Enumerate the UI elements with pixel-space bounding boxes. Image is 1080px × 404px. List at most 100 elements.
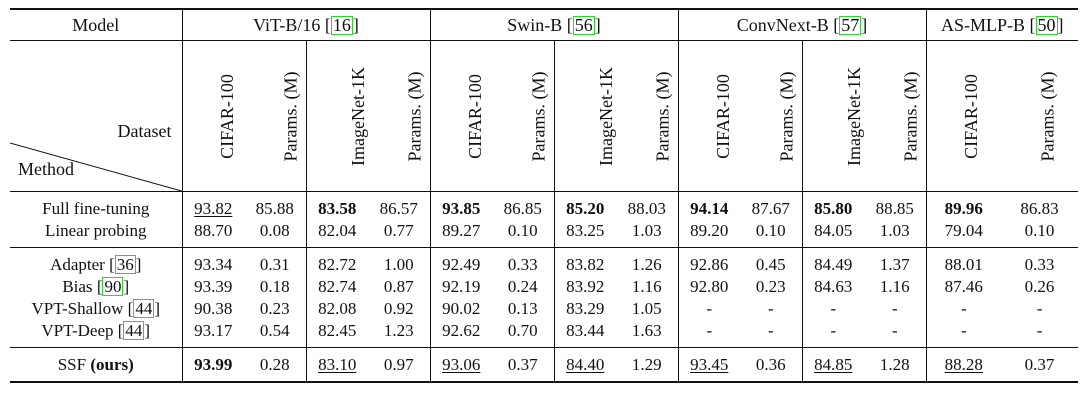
value: 88.70 — [194, 221, 233, 240]
value-cell: 92.62 — [429, 320, 493, 348]
value: 83.58 — [318, 199, 357, 218]
value: - — [960, 321, 967, 340]
citation-link[interactable]: 16 — [330, 14, 353, 35]
value: 1.63 — [631, 321, 662, 340]
value: 0.31 — [259, 255, 290, 274]
value: 92.62 — [442, 321, 481, 340]
value-cell: 85.20 — [553, 191, 617, 220]
value: 93.45 — [690, 355, 729, 374]
value: 0.87 — [383, 277, 414, 296]
method-cell: Full fine-tuning — [10, 191, 182, 220]
value: 84.85 — [814, 355, 853, 374]
value-cell: 89.96 — [925, 191, 1002, 220]
citation-link[interactable]: 50 — [1035, 14, 1058, 35]
value-cell: - — [1001, 320, 1078, 348]
value-cell: 0.33 — [1001, 247, 1079, 276]
column-header-label: Params. (M) — [1037, 71, 1058, 161]
value-cell: 88.03 — [616, 191, 679, 220]
value-cell: - — [925, 298, 1002, 320]
value: 1.03 — [879, 221, 910, 240]
value-cell: 1.05 — [616, 298, 678, 320]
value-cell: 88.28 — [925, 347, 1002, 383]
value-cell: 87.46 — [925, 276, 1002, 298]
value-cell: 1.29 — [616, 347, 679, 383]
value: 84.63 — [814, 277, 853, 296]
value: 92.86 — [690, 255, 729, 274]
value-cell: 83.58 — [305, 191, 368, 220]
table-row: SSF (ours) 93.99 0.28 83.10 0.97 93.06 0.37 84.… — [10, 347, 1079, 383]
column-header: Params. (M) — [864, 40, 927, 192]
value-cell: 0.23 — [244, 298, 306, 320]
model-name: Swin-B — [507, 14, 563, 35]
value: 0.33 — [507, 255, 538, 274]
value: 86.57 — [379, 199, 418, 218]
results-table-container: Model ViT-B/16 [16] Swin-B [56] ConvNext… — [10, 8, 1079, 383]
value-cell: 1.00 — [368, 247, 431, 276]
value: 1.00 — [383, 255, 414, 274]
value-cell: 82.72 — [305, 247, 368, 276]
value-cell: 79.04 — [925, 220, 1002, 248]
value: 0.10 — [1024, 221, 1055, 240]
value-cell: 0.37 — [1001, 347, 1079, 383]
value-cell: - — [1001, 298, 1078, 320]
value-cell: 0.24 — [492, 276, 554, 298]
column-header-label: CIFAR-100 — [960, 73, 981, 159]
column-header: CIFAR-100 — [429, 40, 493, 192]
method-cell: SSF (ours) — [10, 347, 182, 383]
value-cell: 86.57 — [368, 191, 431, 220]
value-cell: - — [864, 320, 926, 348]
value-cell: 93.39 — [181, 276, 244, 298]
value-cell: 0.87 — [368, 276, 430, 298]
value-cell: 92.86 — [677, 247, 741, 276]
value: 90.38 — [194, 299, 233, 318]
model-name: ViT-B/16 — [253, 14, 321, 35]
value-cell: 88.70 — [181, 220, 244, 248]
value: 85.88 — [255, 199, 294, 218]
value: 79.04 — [944, 221, 983, 240]
value: 0.37 — [507, 355, 538, 374]
value-cell: 0.77 — [368, 220, 430, 248]
value-cell: - — [864, 298, 926, 320]
value: 88.03 — [627, 199, 666, 218]
value: 83.10 — [318, 355, 357, 374]
method-name: VPT-Deep — [41, 321, 114, 340]
column-header: Params. (M) — [1001, 40, 1079, 192]
value-cell: 84.40 — [553, 347, 617, 383]
value-cell: - — [740, 320, 802, 348]
citation-link[interactable]: 56 — [572, 14, 595, 35]
method-label: Method — [18, 159, 74, 179]
value: - — [1036, 321, 1043, 340]
value-cell: 86.85 — [492, 191, 555, 220]
method-cell: Adapter [36] — [10, 247, 182, 276]
value-cell: - — [677, 320, 741, 348]
method-suffix: (ours) — [90, 355, 134, 374]
value-cell: 0.97 — [368, 347, 431, 383]
value-cell: 0.23 — [740, 276, 802, 298]
value-cell: - — [801, 320, 865, 348]
value: - — [767, 321, 774, 340]
value-cell: - — [801, 298, 865, 320]
value: 82.72 — [318, 255, 357, 274]
value: 84.05 — [814, 221, 853, 240]
value: 0.54 — [259, 321, 290, 340]
citation-link[interactable]: 57 — [839, 14, 862, 35]
citation-link[interactable]: 90 — [102, 277, 124, 296]
table-row: Linear probing 88.70 0.08 82.04 0.77 89.27 0.1… — [10, 220, 1078, 248]
value: 1.03 — [631, 221, 662, 240]
citation-link[interactable]: 36 — [114, 255, 136, 274]
table-row: Full fine-tuning 93.82 85.88 83.58 86.57 93.8… — [10, 191, 1079, 220]
column-header-label: Params. (M) — [528, 71, 549, 161]
value: - — [706, 299, 713, 318]
column-header: Params. (M) — [368, 40, 431, 192]
value: 93.85 — [442, 199, 481, 218]
method-cell: VPT-Shallow [44] — [31, 299, 161, 318]
value-cell: 0.28 — [244, 347, 306, 383]
value: - — [830, 321, 837, 340]
citation-link[interactable]: 44 — [133, 299, 155, 318]
value-cell: 90.02 — [429, 298, 493, 320]
value: 84.40 — [566, 355, 605, 374]
value: 87.67 — [751, 199, 790, 218]
citation-link[interactable]: 44 — [123, 321, 145, 340]
value-cell: 1.16 — [864, 276, 926, 298]
value: 85.20 — [566, 199, 605, 218]
